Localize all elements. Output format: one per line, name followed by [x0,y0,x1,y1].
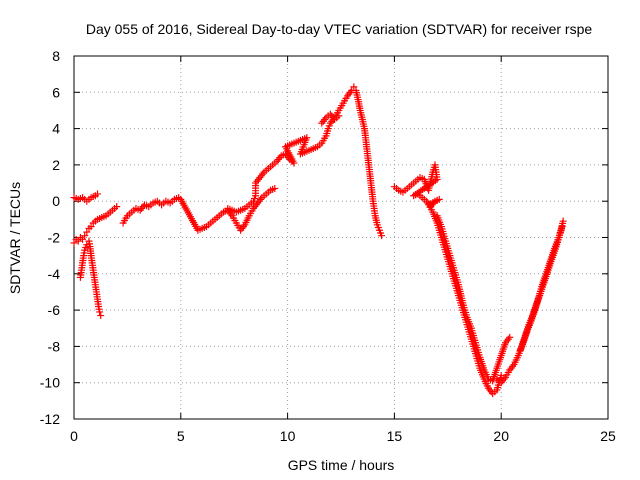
x-tick-label: 20 [493,428,509,444]
y-tick-label: 2 [52,157,60,173]
x-tick-label: 15 [387,428,403,444]
data-point [97,312,105,320]
x-tick-label: 25 [600,428,616,444]
data-point [83,228,91,236]
data-point [79,235,87,243]
y-tick-label: -12 [40,411,60,427]
y-tick-label: -8 [48,338,61,354]
data-point [497,371,505,379]
data-point [271,184,279,192]
y-tick-label: -10 [40,375,60,391]
data-point [335,112,343,120]
y-tick-label: 6 [52,84,60,100]
data-point [378,232,386,240]
data-point [96,308,104,316]
grid-lines [74,56,608,419]
data-point [70,239,78,247]
data-point [81,232,89,240]
y-tick-label: 0 [52,193,60,209]
y-tick-label: 8 [52,48,60,64]
y-tick-label: 4 [52,121,60,137]
x-tick-label: 0 [70,428,78,444]
x-axis-label: GPS time / hours [288,457,395,473]
x-tick-labels: 0 5 10 15 20 25 [70,428,616,444]
x-tick-label: 10 [280,428,296,444]
axis-ticks [73,55,609,420]
data-point [506,333,514,341]
data-point [113,203,121,211]
y-tick-label: -4 [48,266,61,282]
data-point [74,237,82,245]
data-point [87,223,95,231]
data-points [70,83,567,398]
data-point [350,83,358,91]
y-tick-label: -2 [48,230,61,246]
data-point [558,223,566,231]
data-point [559,217,567,225]
y-axis-label: SDTVAR / TECUs [7,182,23,294]
chart-title: Day 055 of 2016, Sidereal Day-to-day VTE… [86,21,592,37]
y-tick-labels: -12 -10 -8 -6 -4 -2 0 2 4 6 8 [40,48,60,427]
y-tick-label: -6 [48,302,61,318]
data-point [93,190,101,198]
x-tick-label: 5 [177,428,185,444]
